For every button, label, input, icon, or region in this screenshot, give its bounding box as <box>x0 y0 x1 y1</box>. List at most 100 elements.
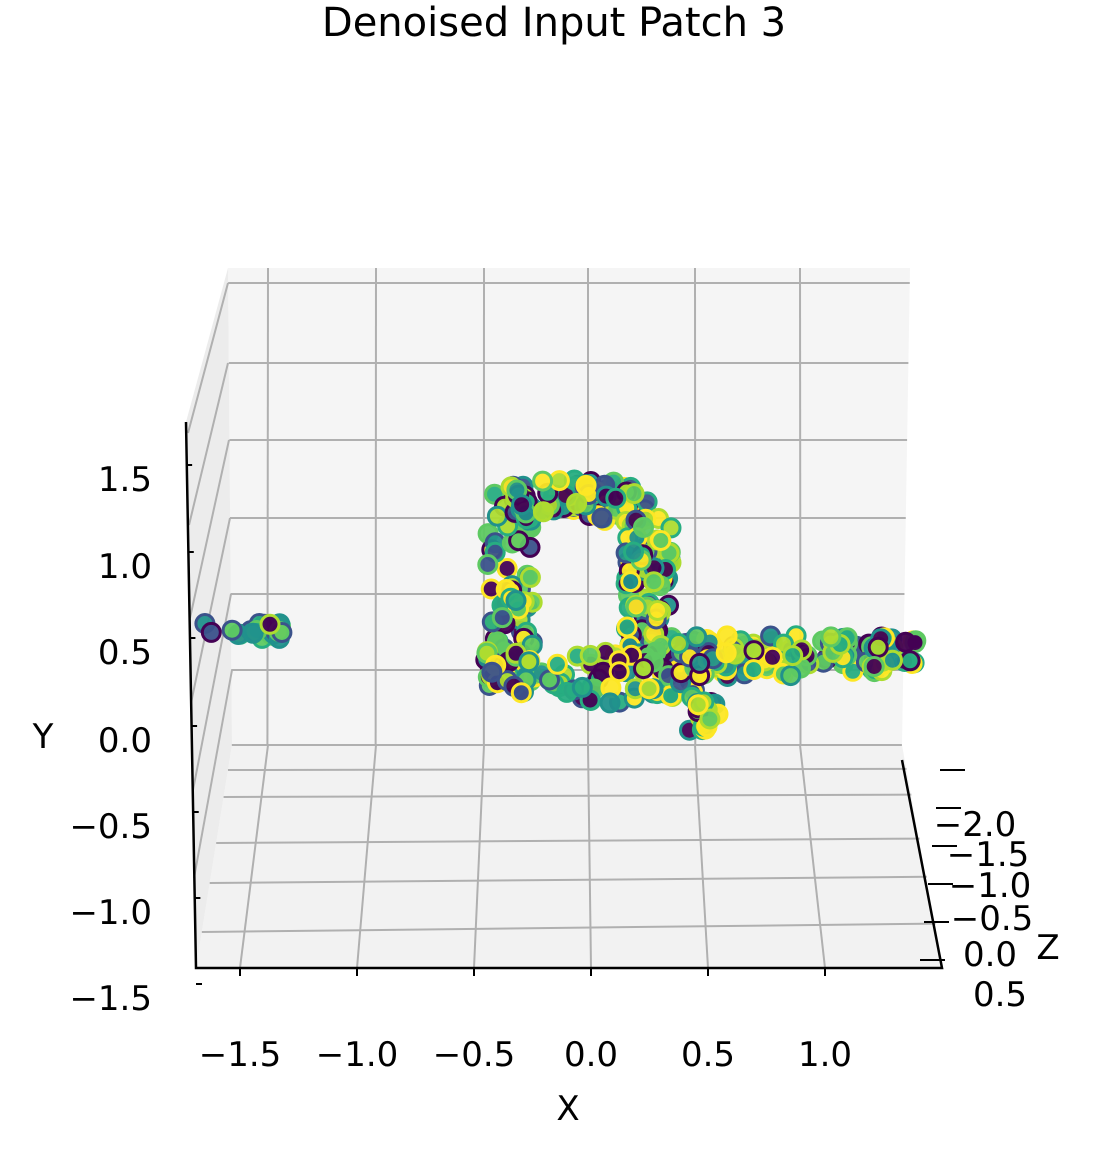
arch-base-point <box>510 682 532 704</box>
right-branch-point <box>762 646 783 668</box>
arch-base-point <box>633 658 654 680</box>
z-tick-label-2: −0.5 <box>951 899 1034 939</box>
arch-left-point <box>505 590 527 611</box>
y-tick-label-1: −1.0 <box>69 893 152 933</box>
right-branch-point <box>716 625 738 647</box>
arch-base-point <box>608 661 630 683</box>
arch-base-point <box>546 653 568 675</box>
right-branch-point <box>867 636 889 658</box>
grid-line-side-5 <box>193 669 233 879</box>
arch-right-point <box>650 530 672 551</box>
axis-lines <box>184 421 965 985</box>
arch-right-point <box>616 616 638 638</box>
grid-line-side-3 <box>190 517 231 704</box>
y-tick-label-4: 0.5 <box>98 633 152 673</box>
right-branch-point <box>689 652 711 674</box>
arch-top-point <box>591 507 613 529</box>
arch-top-point <box>548 470 570 492</box>
arch-left-point <box>519 566 541 588</box>
arch-top-point <box>605 487 627 509</box>
right-branch-point <box>686 626 708 648</box>
z-axis-label: Z <box>1036 928 1059 968</box>
arch-left-point <box>486 505 508 527</box>
grid-line-floor-z-4 <box>201 922 936 933</box>
z-tick-label-5: −2.0 <box>934 805 1017 845</box>
tick-labels: −1.5 −1.0 −0.5 0.0 0.5 1.0−1.5−1.0−0.50.00.51… <box>69 460 1033 1075</box>
axes-panes <box>186 268 942 968</box>
left-cluster-point <box>200 621 222 643</box>
grid-line-side-0 <box>187 282 229 434</box>
arch-top-point <box>566 492 588 514</box>
arch-right-point <box>647 600 669 621</box>
arch-left-point <box>491 607 513 629</box>
arch-base-point <box>638 678 660 700</box>
right-branch-point <box>780 665 802 687</box>
z-tick-label-0: 0.5 <box>973 975 1027 1015</box>
arch-right-point <box>623 541 644 563</box>
grid-line-floor-z-1 <box>223 793 912 798</box>
x-tick-label-0: −1.5 <box>199 1035 282 1075</box>
arch-base-point <box>571 676 593 698</box>
arch-base-point <box>599 692 621 714</box>
arch-top-point <box>532 470 554 492</box>
x-tick-label-1: −1.0 <box>316 1035 399 1075</box>
grid-line-side-2 <box>189 439 230 619</box>
right-branch-point <box>895 631 917 653</box>
arch-right-point <box>620 571 642 593</box>
grid-line-back-v-0 <box>266 267 269 746</box>
arch-top-point <box>532 501 554 523</box>
arch-left-point <box>496 558 518 579</box>
arch-right-point <box>625 596 647 618</box>
grid-line-floor-x-2 <box>473 744 485 969</box>
grid-line-floor-z-2 <box>216 837 920 844</box>
right-branch-point <box>820 626 842 648</box>
y-tick-label-0: −1.5 <box>69 979 152 1019</box>
z-tick-label-3: −1.0 <box>949 866 1032 906</box>
left-cluster-point <box>259 613 281 635</box>
right-branch-point <box>743 659 765 681</box>
right-branch-point <box>899 650 921 672</box>
arch-right-point <box>643 571 665 593</box>
arch-base-point <box>579 644 601 666</box>
z-tick-label-4: −1.5 <box>947 835 1030 875</box>
x-tick-label-3: 0.0 <box>564 1035 618 1075</box>
axis-frame <box>184 421 944 970</box>
arch-right-point <box>633 516 654 538</box>
x-tick-label-4: 0.5 <box>681 1035 735 1075</box>
right-branch-point <box>715 642 737 664</box>
arch-top-point <box>575 474 597 496</box>
y-axis-label: Y <box>32 717 54 757</box>
floor-pane <box>196 745 942 968</box>
scatter-points <box>194 469 927 741</box>
right-branch-point <box>668 633 689 654</box>
grid-line-floor-z-0 <box>227 767 907 771</box>
y-tick-label-5: 1.0 <box>98 547 152 587</box>
x-tick-label-5: 1.0 <box>798 1035 852 1075</box>
right-branch-point <box>882 649 903 671</box>
lower-stub-point <box>687 694 709 716</box>
chart-title: Denoised Input Patch 3 <box>322 0 786 46</box>
right-branch-point <box>743 640 765 662</box>
left-cluster-point <box>221 619 243 641</box>
grid-line-floor-x-3 <box>587 744 592 969</box>
y-tick-label-6: 1.5 <box>98 460 152 500</box>
arch-top-point <box>623 483 645 505</box>
right-branch-point <box>782 645 804 667</box>
x-tick-label-2: −0.5 <box>433 1035 516 1075</box>
arch-base-point <box>481 661 503 683</box>
grid-line-floor-z-3 <box>209 875 927 884</box>
y-tick-label-2: −0.5 <box>69 807 152 847</box>
grid-line-side-1 <box>188 362 229 526</box>
arch-top-point <box>511 494 533 516</box>
arch-base-point <box>518 651 540 673</box>
z-tick-label-1: 0.0 <box>963 935 1017 975</box>
grid-line-floor-x-4 <box>694 744 709 969</box>
lower-stub-point <box>699 708 721 730</box>
x-axis-label: X <box>556 1089 579 1129</box>
right-branch-point <box>863 656 885 677</box>
arch-left-point <box>477 554 499 575</box>
arch-left-point <box>508 530 530 552</box>
left-cluster-point <box>242 622 264 644</box>
y-tick-label-3: 0.0 <box>98 721 152 761</box>
